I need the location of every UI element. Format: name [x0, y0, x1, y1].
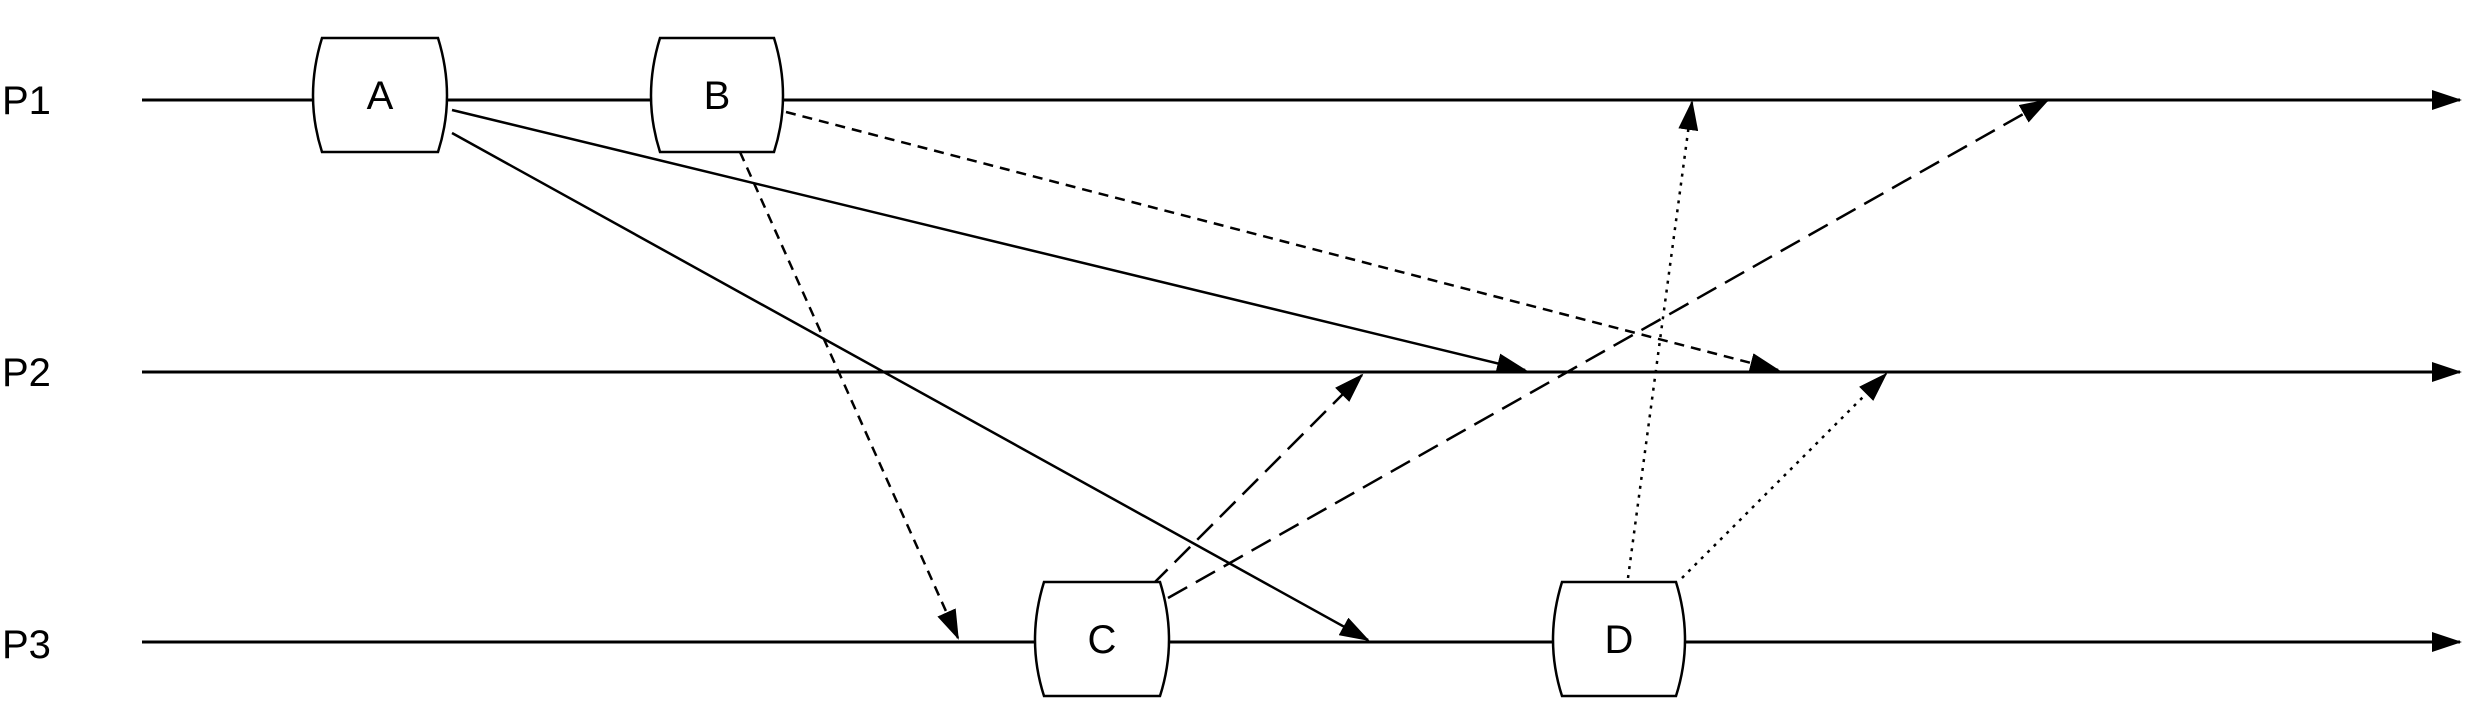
event-c: C	[1033, 580, 1171, 698]
message-a-to-p3	[451, 131, 1370, 642]
message-b-to-p3	[738, 151, 960, 640]
message-b-to-p2	[785, 110, 1780, 373]
message-c-to-p2	[1151, 373, 1364, 586]
event-label-d: D	[1605, 618, 1634, 662]
process-label-p1: P1	[2, 79, 51, 123]
event-d: D	[1551, 580, 1687, 698]
event-label-b: B	[704, 74, 731, 118]
event-b: B	[649, 36, 785, 154]
message-d-to-p2	[1681, 372, 1888, 579]
event-label-c: C	[1088, 618, 1117, 662]
process-label-p2: P2	[2, 351, 51, 395]
event-a: A	[311, 36, 449, 154]
message-a-to-p2	[451, 108, 1527, 374]
process-label-p3: P3	[2, 623, 51, 667]
event-label-a: A	[367, 74, 394, 118]
message-c-to-p1	[1167, 98, 2050, 600]
